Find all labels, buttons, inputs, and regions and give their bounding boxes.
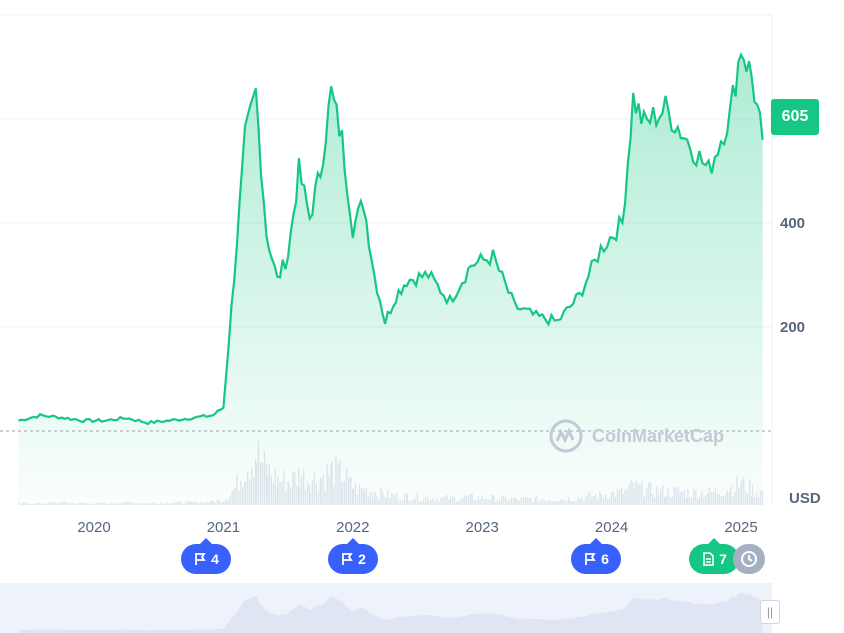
x-tick-label: 2021: [207, 519, 240, 536]
navigator-preview: [18, 593, 763, 633]
event-marker-document[interactable]: 7: [689, 538, 739, 574]
flag-icon: [195, 553, 206, 565]
x-tick-label: 2023: [466, 519, 499, 536]
price-area: [18, 54, 763, 505]
event-marker-clock[interactable]: [733, 544, 765, 574]
clock-icon: [741, 551, 757, 567]
y-tick-label: 200: [780, 319, 805, 336]
flag-icon: [585, 553, 596, 565]
coinmarketcap-logo-icon: [549, 419, 583, 453]
currency-label: USD: [789, 490, 821, 507]
event-marker-flag-2[interactable]: 2: [328, 538, 378, 574]
current-price-badge: 605: [771, 99, 819, 135]
flag-icon: [342, 553, 353, 565]
time-navigator[interactable]: [0, 583, 772, 633]
event-marker-count: 7: [719, 551, 727, 567]
x-tick-label: 2020: [77, 519, 110, 536]
y-tick-label: 400: [780, 215, 805, 232]
event-marker-flag-3[interactable]: 6: [571, 538, 621, 574]
x-tick-label: 2024: [595, 519, 628, 536]
price-line: [18, 52, 764, 426]
watermark: CoinMarketCap: [548, 418, 724, 454]
event-marker-flag-1[interactable]: 4: [181, 538, 231, 574]
event-marker-count: 6: [601, 551, 609, 567]
event-marker-count: 4: [211, 551, 219, 567]
navigator-handle-icon[interactable]: ||: [760, 600, 780, 624]
event-marker-count: 2: [358, 551, 366, 567]
x-tick-label: 2022: [336, 519, 369, 536]
document-icon: [703, 552, 714, 566]
watermark-text: CoinMarketCap: [592, 425, 725, 446]
x-tick-label: 2025: [724, 519, 757, 536]
navigator-area: [18, 593, 763, 633]
